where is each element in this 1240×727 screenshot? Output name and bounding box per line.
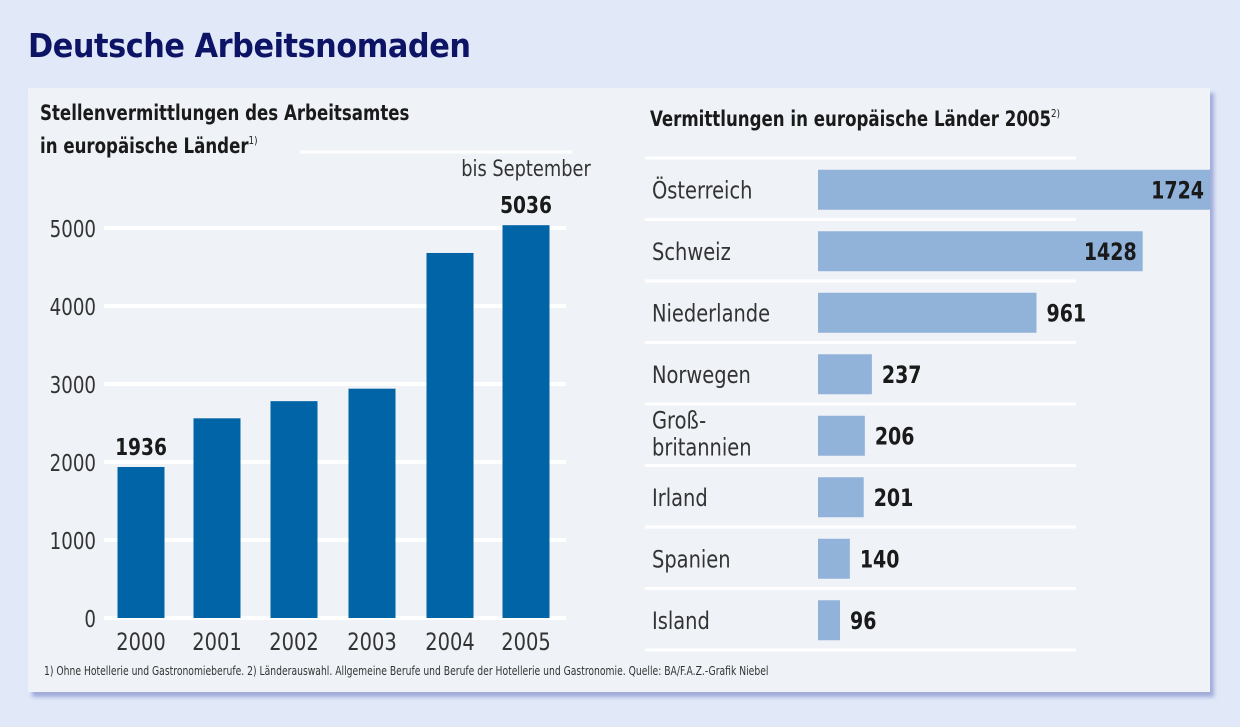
left-chart-title-line1: Stellenvermittlungen des Arbeitsamtes bbox=[40, 101, 410, 125]
category-label: Irland bbox=[652, 485, 708, 512]
y-tick-label: 3000 bbox=[50, 373, 96, 400]
category-label: Groß- bbox=[652, 408, 706, 435]
value-label: 237 bbox=[882, 362, 922, 390]
hbar-201 bbox=[818, 477, 864, 518]
right-chart-title-text: Vermittlungen in europäische Länder 2005 bbox=[650, 107, 1052, 131]
bar-2004 bbox=[426, 252, 474, 618]
category-label: Schweiz bbox=[652, 239, 731, 266]
category-label: Norwegen bbox=[652, 362, 751, 389]
value-label: 140 bbox=[860, 547, 900, 575]
hbar-140 bbox=[818, 538, 850, 579]
bar-2000 bbox=[117, 466, 165, 618]
hbar-1428 bbox=[818, 231, 1143, 272]
bar-2003 bbox=[348, 388, 396, 618]
x-tick-label: 2000 bbox=[116, 629, 165, 656]
value-label: 96 bbox=[850, 608, 876, 636]
footnote-mark: 2) bbox=[1051, 107, 1061, 120]
category-label: Österreich bbox=[652, 176, 752, 205]
right-chart-title: Vermittlungen in europäische Länder 2005… bbox=[650, 100, 1060, 133]
category-label: Spanien bbox=[652, 547, 731, 574]
bar-2005 bbox=[502, 225, 550, 618]
y-tick-label: 4000 bbox=[50, 295, 96, 322]
y-tick-label: 1000 bbox=[50, 529, 96, 556]
footnote-mark: 1) bbox=[248, 134, 258, 147]
value-label: 206 bbox=[875, 424, 915, 452]
y-tick-label: 2000 bbox=[50, 451, 96, 478]
value-label: 1428 bbox=[1084, 239, 1137, 267]
left-chart-title-line2: in europäische Länder bbox=[40, 134, 249, 158]
x-tick-label: 2003 bbox=[347, 629, 396, 656]
value-label: 201 bbox=[874, 485, 914, 513]
hbar-961 bbox=[818, 292, 1037, 333]
x-tick-label: 2005 bbox=[501, 629, 550, 656]
bar-2001 bbox=[193, 418, 241, 618]
y-tick-label: 0 bbox=[84, 607, 96, 634]
annotation-bis-september: bis September bbox=[461, 156, 591, 181]
left-chart-title: Stellenvermittlungen des Arbeitsamtes in… bbox=[40, 100, 409, 160]
y-tick-label: 5000 bbox=[50, 217, 96, 244]
data-label: 5036 bbox=[500, 193, 552, 219]
hbar-206 bbox=[818, 415, 865, 456]
category-label: Island bbox=[652, 608, 710, 635]
hbar-96 bbox=[818, 600, 840, 641]
value-label: 961 bbox=[1047, 301, 1087, 329]
page-title: Deutsche Arbeitsnomaden bbox=[28, 26, 471, 65]
data-label: 1936 bbox=[115, 435, 167, 461]
x-tick-label: 2002 bbox=[269, 629, 318, 656]
bar-2002 bbox=[270, 401, 318, 618]
x-tick-label: 2001 bbox=[192, 629, 241, 656]
x-tick-label: 2004 bbox=[425, 629, 474, 656]
category-label: britannien bbox=[652, 435, 752, 462]
category-label: Niederlande bbox=[652, 301, 770, 328]
hbar-1724 bbox=[818, 169, 1210, 210]
hbar-237 bbox=[818, 354, 872, 395]
footnote: 1) Ohne Hotellerie und Gastronomieberufe… bbox=[44, 663, 769, 678]
value-label: 1724 bbox=[1151, 178, 1204, 206]
